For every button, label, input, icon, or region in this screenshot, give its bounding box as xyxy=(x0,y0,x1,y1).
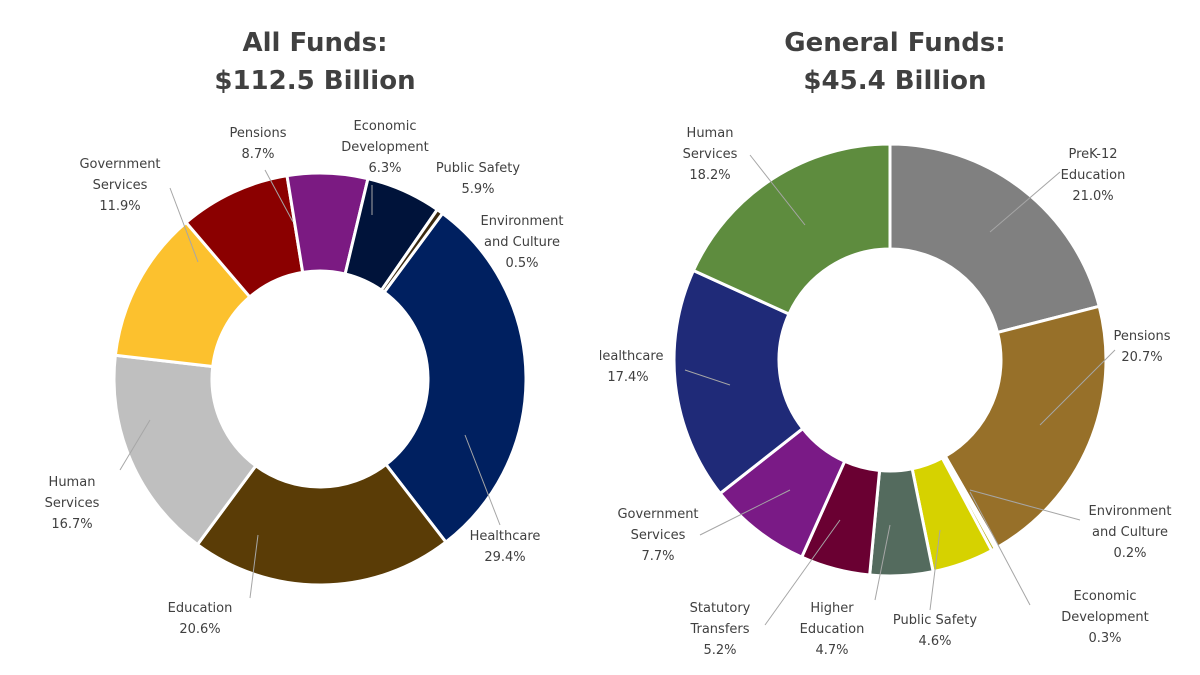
all-funds-leader-human-services xyxy=(119,419,151,471)
all-funds-title-line1: All Funds: xyxy=(242,28,388,58)
general-funds-leader-pensions xyxy=(1039,349,1116,426)
general-funds-label-statutory-transfers: Statutory Transfers 5.2% xyxy=(689,601,750,658)
all-funds-label-public-safety: Public Safety 5.9% xyxy=(436,161,520,197)
general-funds-label-pensions: Pensions 20.7% xyxy=(1114,329,1171,365)
general-funds-leader-healthcare xyxy=(684,369,731,386)
all-funds-slice-education xyxy=(195,462,448,587)
general-funds-slice-prek-12-education xyxy=(888,142,1102,335)
general-funds-slice-healthcare xyxy=(672,268,805,496)
all-funds-leader-healthcare xyxy=(464,434,501,526)
general-funds-chart: General Funds: $45.4 Billion PreK-12 Educ… xyxy=(600,0,1200,675)
general-funds-leader-statutory-transfers xyxy=(764,519,841,626)
all-funds-label-environment-and-culture: Environment and Culture 0.5% xyxy=(480,214,563,271)
general-funds-title-line2: $45.4 Billion xyxy=(803,66,987,96)
all-funds-leader-government-services xyxy=(169,187,199,263)
all-funds-leader-pensions xyxy=(264,169,294,223)
all-funds-label-government-services: Government Services 11.9% xyxy=(79,157,160,214)
all-funds-slice-environment-and-culture xyxy=(379,207,445,295)
general-funds-label-economic-development: Economic Development 0.3% xyxy=(1061,589,1149,646)
all-funds-donut: Healthcare 29.4% Education 20.6% Human Servic… xyxy=(45,119,564,637)
all-funds-label-education: Education 20.6% xyxy=(168,601,233,637)
general-funds-leader-public-safety xyxy=(929,529,941,611)
general-funds-leader-human-services xyxy=(749,154,806,226)
all-funds-title-line2: $112.5 Billion xyxy=(214,66,416,96)
all-funds-chart: All Funds: $112.5 Billion Healthcare 29.4… xyxy=(45,28,564,637)
all-funds-slice-human-services xyxy=(112,353,258,547)
general-funds-leader-prek-12-education xyxy=(989,171,1061,233)
all-funds-title: All Funds: $112.5 Billion xyxy=(0,24,630,100)
general-funds-label-government-services: Government Services 7.7% xyxy=(617,507,698,564)
general-funds-slice-human-services xyxy=(691,142,892,316)
all-funds-label-pensions: Pensions 8.7% xyxy=(230,126,287,162)
general-funds-slice-pensions xyxy=(943,304,1108,550)
general-funds-leader-government-services xyxy=(699,489,791,536)
general-funds-label-human-services: Human Services 18.2% xyxy=(683,126,738,183)
all-funds-label-human-services: Human Services 16.7% xyxy=(45,475,100,532)
general-funds-label-higher-education: Higher Education 4.7% xyxy=(800,601,865,658)
general-funds-label-environment-and-culture: Environment and Culture 0.2% xyxy=(1088,504,1171,561)
all-funds-leader-education xyxy=(249,534,259,599)
general-funds-title-line1: General Funds: xyxy=(784,28,1006,58)
general-funds-leader-environment-and-culture xyxy=(969,489,1081,521)
all-funds-slice-healthcare xyxy=(382,211,528,545)
general-funds-label-public-safety: Public Safety 4.6% xyxy=(893,613,977,649)
general-funds-leader-economic-development xyxy=(969,491,1031,606)
all-funds-label-economic-development: Economic Development 6.3% xyxy=(341,119,429,176)
general-funds-leader-higher-education xyxy=(874,524,891,601)
general-funds-donut: PreK-12 Education 21.0% Pensions 20.7% Enviro… xyxy=(600,126,1172,658)
all-funds-label-healthcare: Healthcare 29.4% xyxy=(470,529,541,565)
general-funds-label-healthcare: Healthcare17.4% xyxy=(600,349,663,385)
general-funds-label-prek-12-education: PreK-12 Education 21.0% xyxy=(1061,147,1126,204)
general-funds-title: General Funds: $45.4 Billion xyxy=(600,24,1190,100)
